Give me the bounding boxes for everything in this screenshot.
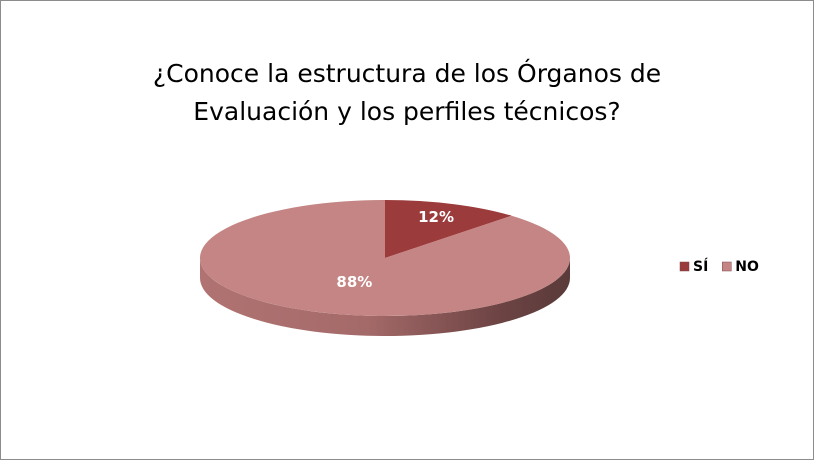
chart-title: ¿Conoce la estructura de los Órganos de … [152,59,662,126]
legend-swatch [722,261,732,272]
pie-slice [385,200,512,258]
data-label: 12% [418,208,454,226]
pie-side [200,258,570,336]
legend-swatch [679,261,690,272]
legend-label: NO [735,259,759,275]
legend-label: SÍ [693,258,708,275]
data-label: 88% [336,273,372,291]
pie-slice [199,200,571,316]
